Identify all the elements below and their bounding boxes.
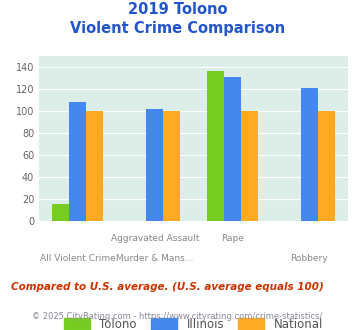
Text: Aggravated Assault: Aggravated Assault [111, 234, 199, 243]
Text: © 2025 CityRating.com - https://www.cityrating.com/crime-statistics/: © 2025 CityRating.com - https://www.city… [32, 312, 323, 321]
Text: Rape: Rape [221, 234, 244, 243]
Text: 2019 Tolono: 2019 Tolono [128, 2, 227, 16]
Text: Compared to U.S. average. (U.S. average equals 100): Compared to U.S. average. (U.S. average … [11, 282, 323, 292]
Bar [301, 88, 318, 221]
Text: Murder & Mans...: Murder & Mans... [116, 254, 193, 263]
Text: Robbery: Robbery [290, 254, 328, 263]
Text: Violent Crime Comparison: Violent Crime Comparison [70, 21, 285, 36]
Bar [241, 111, 258, 221]
Bar [318, 111, 335, 221]
Bar [224, 77, 241, 221]
Bar [146, 109, 163, 221]
Legend: Tolono, Illinois, National: Tolono, Illinois, National [59, 313, 328, 330]
Bar [69, 102, 86, 221]
Bar [163, 111, 180, 221]
Bar [86, 111, 103, 221]
Bar [52, 204, 69, 221]
Text: All Violent Crime: All Violent Crime [40, 254, 115, 263]
Bar [207, 72, 224, 221]
